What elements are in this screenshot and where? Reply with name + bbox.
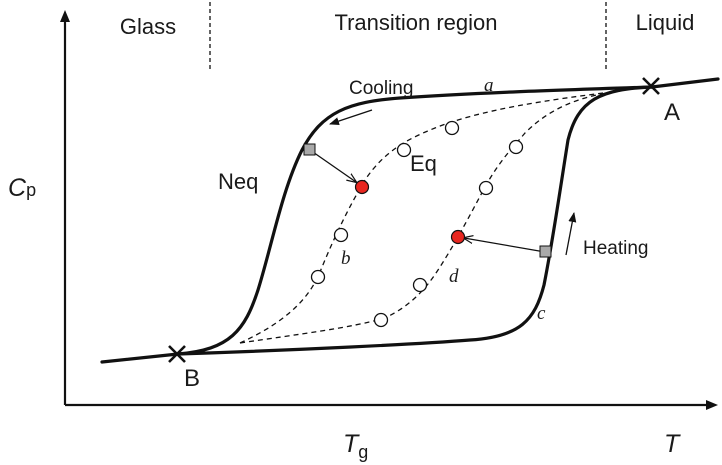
eq-point-open [396, 142, 412, 158]
relaxation-arrow-cooling [309, 149, 356, 182]
d-point-open [478, 180, 494, 196]
y-axis-label-sub: p [26, 180, 36, 200]
point-b-cross-icon [168, 345, 186, 363]
x-tick-tg-main: T [343, 430, 360, 458]
eq-point-open [310, 269, 326, 285]
x-tick-tg: Tg [343, 430, 368, 462]
relaxation-arrow-heating [464, 238, 546, 253]
eq-point-open [333, 227, 349, 243]
label-point-a: A [664, 99, 680, 126]
region-label-liquid: Liquid [636, 10, 695, 35]
cooling-direction-arrow [329, 109, 373, 125]
y-axis-label: Cp [8, 174, 36, 202]
curve-label-d: d [449, 266, 459, 287]
neq-marker-square [303, 143, 316, 156]
label-heating: Heating [583, 238, 649, 259]
d-point-open [373, 312, 389, 328]
baseline-liquid-line [650, 77, 720, 89]
d-point-open [508, 139, 524, 155]
baseline-glass-line [100, 352, 180, 364]
x-axis-label: T [664, 430, 681, 458]
eq-point-open [444, 120, 460, 136]
label-point-b: B [184, 365, 200, 392]
cooling-curve-neq [176, 85, 654, 356]
y-axis-label-main: C [8, 174, 27, 202]
region-label-glass: Glass [120, 14, 176, 39]
curve-label-c: c [537, 303, 546, 324]
heating-curve-c [176, 85, 654, 356]
label-neq: Neq [218, 169, 258, 194]
curve-label-b: b [341, 248, 351, 269]
equilibrium-curve-eq [239, 90, 621, 344]
label-cooling: Cooling [349, 78, 413, 99]
curve-label-a: a [484, 75, 494, 96]
heating-direction-arrow [565, 212, 577, 256]
label-eq: Eq [410, 151, 437, 176]
point-a-cross-icon [642, 77, 660, 95]
d-point-open [412, 277, 428, 293]
heating-marker-square [539, 245, 552, 258]
region-label-transition: Transition region [334, 10, 497, 35]
state-point-red [450, 229, 466, 245]
equilibrium-curve-d [239, 90, 621, 344]
state-point-red [354, 179, 370, 195]
x-tick-tg-sub: g [358, 442, 368, 462]
